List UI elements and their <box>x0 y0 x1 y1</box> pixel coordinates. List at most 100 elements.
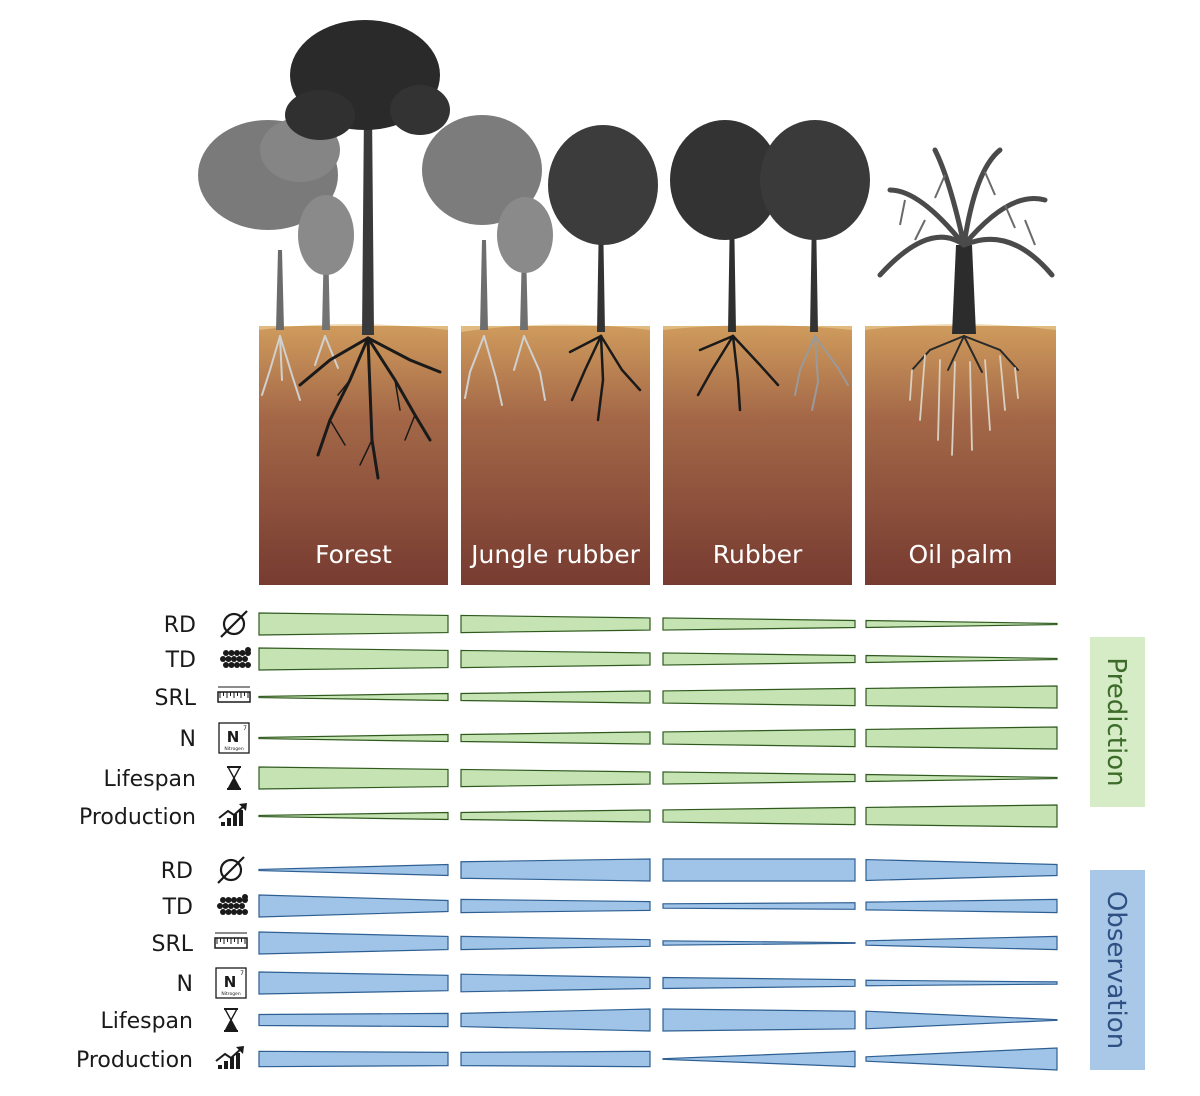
observation-wedge-rd-rubber <box>662 858 856 882</box>
prediction-wedge-lifespan-forest <box>258 766 449 790</box>
rubber-trees-icon <box>670 120 870 332</box>
observation-diameter-icon <box>217 856 245 884</box>
observation-ruler-icon <box>214 932 248 949</box>
forest-roots-icon <box>261 335 442 480</box>
observation-wedge-lifespan-forest <box>258 1012 449 1028</box>
prediction-wedge-rd-jungle-rubber <box>460 614 651 634</box>
trait-labels: RD TD SRL N Lifespan Production RD TD SRL N Lifesp… <box>76 613 197 1073</box>
jungle-rubber-trees-icon <box>422 115 658 332</box>
observation-label-lifespan: Lifespan <box>100 1009 193 1034</box>
observation-box <box>1090 870 1145 1070</box>
system-label-oil-palm: Oil palm <box>908 540 1012 569</box>
observation-side-label: Observation <box>1090 870 1145 1070</box>
prediction-wedge-td-rubber <box>662 652 856 666</box>
observation-growth-chart-icon <box>215 1046 244 1069</box>
prediction-wedge-n-oil-palm <box>865 726 1058 750</box>
trait-wedges <box>258 612 1058 1071</box>
observation-tissue-density-icon <box>217 894 248 915</box>
observation-wedge-rd-jungle-rubber <box>460 858 651 882</box>
observation-label-td: TD <box>162 895 193 920</box>
observation-wedge-production-rubber <box>662 1050 856 1068</box>
prediction-wedge-rd-forest <box>258 612 449 636</box>
system-label-forest: Forest <box>315 540 392 569</box>
observation-wedge-td-rubber <box>662 902 856 910</box>
observation-wedge-td-jungle-rubber <box>460 898 651 914</box>
observation-wedge-n-rubber <box>662 976 856 990</box>
observation-wedge-lifespan-oil-palm <box>865 1010 1058 1030</box>
prediction-wedge-td-forest <box>258 647 449 671</box>
observation-wedge-srl-rubber <box>662 940 856 946</box>
observation-wedge-production-oil-palm <box>865 1047 1058 1071</box>
observation-wedge-td-forest <box>258 894 449 918</box>
prediction-wedge-n-rubber <box>662 728 856 748</box>
prediction-wedge-td-oil-palm <box>865 654 1058 664</box>
observation-wedge-n-jungle-rubber <box>460 973 651 993</box>
system-label-jungle-rubber: Jungle rubber <box>469 540 640 569</box>
nitrogen-number: 7 <box>243 725 247 732</box>
observation-label-n: N <box>177 972 193 997</box>
oil-palm-roots-icon <box>909 335 1019 456</box>
observation-wedge-n-forest <box>258 971 449 995</box>
observation-wedge-rd-oil-palm <box>865 858 1058 882</box>
prediction-label-rd: RD <box>164 613 196 638</box>
oil-palm-panel: Oil palm <box>865 147 1056 585</box>
observation-label-srl: SRL <box>151 932 193 957</box>
prediction-wedge-n-jungle-rubber <box>460 731 651 745</box>
observation-wedge-lifespan-rubber <box>662 1008 856 1032</box>
prediction-wedge-lifespan-rubber <box>662 771 856 785</box>
observation-wedge-n-oil-palm <box>865 979 1058 987</box>
observation-wedge-srl-forest <box>258 931 449 955</box>
rubber-roots-icon <box>696 334 849 412</box>
oil-palm-tree-icon <box>877 147 1055 334</box>
prediction-label-td: TD <box>165 648 196 673</box>
prediction-diameter-icon <box>220 610 248 638</box>
prediction-wedge-lifespan-oil-palm <box>865 773 1058 783</box>
nitrogen-number: 7 <box>240 970 244 977</box>
prediction-label-production: Production <box>79 805 196 830</box>
nitrogen-name: Nitrogen <box>221 991 241 997</box>
prediction-wedge-srl-forest <box>258 692 449 702</box>
prediction-ruler-icon <box>217 686 251 703</box>
prediction-wedge-lifespan-jungle-rubber <box>460 768 651 788</box>
observation-label-production: Production <box>76 1048 193 1073</box>
observation-wedge-srl-oil-palm <box>865 935 1058 951</box>
prediction-label-n: N <box>180 727 196 752</box>
nitrogen-name: Nitrogen <box>224 746 244 752</box>
forest-trees-icon <box>198 20 450 335</box>
prediction-wedge-n-forest <box>258 733 449 743</box>
jungle-rubber-roots-icon <box>464 334 642 422</box>
rubber-panel: Rubber <box>663 120 870 585</box>
observation-wedge-td-oil-palm <box>865 898 1058 914</box>
observation-wedge-production-forest <box>258 1050 449 1068</box>
prediction-wedge-rd-oil-palm <box>865 619 1058 629</box>
nitrogen-symbol: N <box>224 973 237 991</box>
prediction-tissue-density-icon <box>220 647 251 668</box>
prediction-label-srl: SRL <box>154 686 196 711</box>
observation-hourglass-icon <box>223 1008 239 1032</box>
observation-wedge-srl-jungle-rubber <box>460 935 651 951</box>
prediction-label: Prediction <box>1101 657 1131 786</box>
prediction-wedge-rd-rubber <box>662 617 856 631</box>
prediction-wedge-production-rubber <box>662 806 856 826</box>
prediction-wedge-production-jungle-rubber <box>460 809 651 823</box>
observation-wedge-lifespan-jungle-rubber <box>460 1008 651 1032</box>
observation-label-rd: RD <box>161 859 193 884</box>
prediction-hourglass-icon <box>226 766 242 790</box>
land-use-panels: Forest <box>198 20 1056 585</box>
prediction-box <box>1090 637 1145 807</box>
forest-panel: Forest <box>198 20 450 585</box>
prediction-side-label: Prediction <box>1090 637 1145 807</box>
observation-wedge-production-jungle-rubber <box>460 1050 651 1068</box>
prediction-wedge-production-forest <box>258 811 449 821</box>
oil-palm-soil <box>865 326 1056 585</box>
system-label-rubber: Rubber <box>713 540 803 569</box>
prediction-label-lifespan: Lifespan <box>103 767 196 792</box>
nitrogen-symbol: N <box>227 728 240 746</box>
observation-wedge-rd-forest <box>258 863 449 877</box>
rubber-soil <box>663 326 852 585</box>
prediction-wedge-srl-rubber <box>662 687 856 707</box>
prediction-wedge-production-oil-palm <box>865 804 1058 828</box>
prediction-growth-chart-icon <box>218 803 247 826</box>
